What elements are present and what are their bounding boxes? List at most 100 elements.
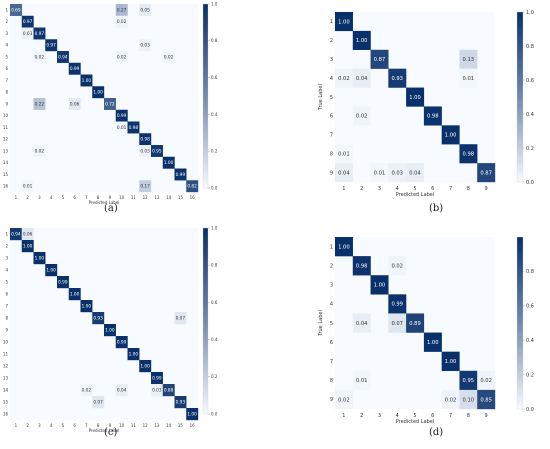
cell-value-label: 0.99 xyxy=(176,172,186,178)
heatmap-cell xyxy=(80,384,93,397)
heatmap-cell xyxy=(33,252,46,265)
colorbar xyxy=(516,11,524,183)
cell-value-label: 0.01 xyxy=(356,378,368,384)
y-tick-label: 15 xyxy=(3,399,9,404)
cell-value-label: 0.02 xyxy=(338,76,350,82)
colorbar-tick-label: 1.0 xyxy=(211,225,218,230)
cell-value-label: 1.00 xyxy=(445,133,457,139)
y-tick-label: 4 xyxy=(5,267,8,272)
heatmap-cell xyxy=(441,125,460,145)
y-tick-label: 1 xyxy=(5,7,8,12)
cell-value-label: 0.02 xyxy=(117,19,127,25)
heatmap-cell xyxy=(406,313,425,333)
heatmap-cell xyxy=(162,156,175,169)
panel-label-d: (d) xyxy=(429,427,444,438)
cell-value-label: 0.03 xyxy=(140,148,150,154)
panel-b: 1.00 1.00 0.87 0.13 0.02 0.04 0.93 0.01 1.00 0.02… xyxy=(275,0,550,222)
x-tick-label: 4 xyxy=(396,413,399,419)
cell-value-label: 0.01 xyxy=(374,170,386,176)
heatmap-cell xyxy=(80,300,93,313)
y-tick-label: 5 xyxy=(330,95,333,101)
heatmap-cell xyxy=(115,109,128,122)
x-tick-label: 13 xyxy=(154,423,160,428)
x-tick-label: 6 xyxy=(73,423,76,428)
y-tick-label: 14 xyxy=(3,387,9,392)
confusion-matrix-a: 0.69 0.27 0.050.97 0.020.03 0.970.97 0.030.02… xyxy=(3,1,218,205)
colorbar-tick-label: 0.8 xyxy=(211,38,218,43)
cell-value-label: 0.94 xyxy=(58,54,68,60)
heatmap-cell xyxy=(104,324,116,337)
heatmap-cell xyxy=(33,145,46,157)
x-tick-label: 5 xyxy=(413,186,416,192)
cell-value-label: 0.02 xyxy=(445,397,457,403)
x-tick-label: 13 xyxy=(154,195,160,200)
cell-value-label: 0.98 xyxy=(427,114,439,120)
y-axis-label: True Label xyxy=(318,84,324,111)
heatmap-cell xyxy=(352,313,371,333)
cell-value-label: 0.07 xyxy=(176,316,186,322)
cell-value-label: 1.00 xyxy=(82,78,92,84)
x-tick-label: 1 xyxy=(15,423,18,428)
heatmap-cell xyxy=(115,15,128,28)
heatmap-cell xyxy=(441,389,460,410)
y-tick-label: 6 xyxy=(5,66,8,71)
x-tick-label: 11 xyxy=(131,423,137,428)
cell-value-label: 0.05 xyxy=(140,7,150,13)
y-tick-label: 10 xyxy=(3,339,9,344)
cell-value-label: 0.07 xyxy=(93,400,103,406)
cell-value-label: 0.17 xyxy=(140,184,150,190)
heatmap-cell xyxy=(352,106,371,126)
cell-value-label: 0.97 xyxy=(46,43,56,49)
cell-value-label: 0.97 xyxy=(23,19,33,25)
y-tick-label: 7 xyxy=(5,303,8,308)
heatmap-cell xyxy=(388,256,407,276)
y-tick-label: 16 xyxy=(3,411,9,416)
x-tick-label: 5 xyxy=(62,195,65,200)
cell-value-label: 0.01 xyxy=(117,125,127,131)
heatmap-cell xyxy=(335,68,353,88)
heatmap-cell xyxy=(477,370,496,391)
y-tick-label: 4 xyxy=(330,76,333,82)
cell-value-label: 0.22 xyxy=(35,101,45,107)
heatmap-cell xyxy=(33,98,46,110)
y-tick-label: 9 xyxy=(5,101,8,106)
colorbar-tick-label: 0.6 xyxy=(526,78,534,84)
heatmap-cell xyxy=(151,145,163,157)
y-tick-label: 5 xyxy=(330,321,333,327)
y-axis-label: True Label xyxy=(318,310,324,337)
x-tick-label: 6 xyxy=(73,195,76,200)
heatmap-cell xyxy=(423,106,442,126)
heatmap-cell xyxy=(151,372,163,385)
y-tick-label: 11 xyxy=(3,351,9,356)
x-tick-label: 12 xyxy=(143,195,149,200)
colorbar-tick-label: 0.8 xyxy=(526,269,534,275)
heatmap-cell xyxy=(92,396,105,409)
heatmap-cell xyxy=(335,144,353,164)
heatmap-cell xyxy=(139,133,152,146)
heatmap-cell xyxy=(406,87,425,107)
x-tick-label: 6 xyxy=(431,413,434,419)
x-tick-label: 4 xyxy=(50,423,53,428)
cell-value-label: 0.82 xyxy=(187,184,197,190)
y-tick-label: 9 xyxy=(330,397,333,403)
x-tick-label: 10 xyxy=(119,423,125,428)
cell-value-label: 0.98 xyxy=(463,151,475,157)
x-axis-label: Predicted Label xyxy=(396,419,435,425)
y-tick-label: 2 xyxy=(330,263,333,269)
x-tick-label: 5 xyxy=(62,423,65,428)
y-tick-label: 2 xyxy=(330,38,333,44)
cell-value-label: 0.99 xyxy=(117,340,127,346)
y-tick-label: 6 xyxy=(330,340,333,346)
x-tick-label: 7 xyxy=(85,423,88,428)
y-tick-label: 1 xyxy=(330,19,333,25)
cell-value-label: 0.02 xyxy=(480,378,492,384)
heatmap-cell xyxy=(335,163,353,183)
cell-value-label: 0.03 xyxy=(391,170,403,176)
y-tick-label: 5 xyxy=(5,54,8,59)
heatmap-cell xyxy=(45,264,58,277)
cell-value-label: 0.01 xyxy=(463,76,475,82)
heatmap-cell xyxy=(33,27,46,40)
y-tick-label: 4 xyxy=(5,43,8,48)
panel-label-c: (c) xyxy=(104,427,118,438)
cell-value-label: 0.02 xyxy=(356,114,368,120)
